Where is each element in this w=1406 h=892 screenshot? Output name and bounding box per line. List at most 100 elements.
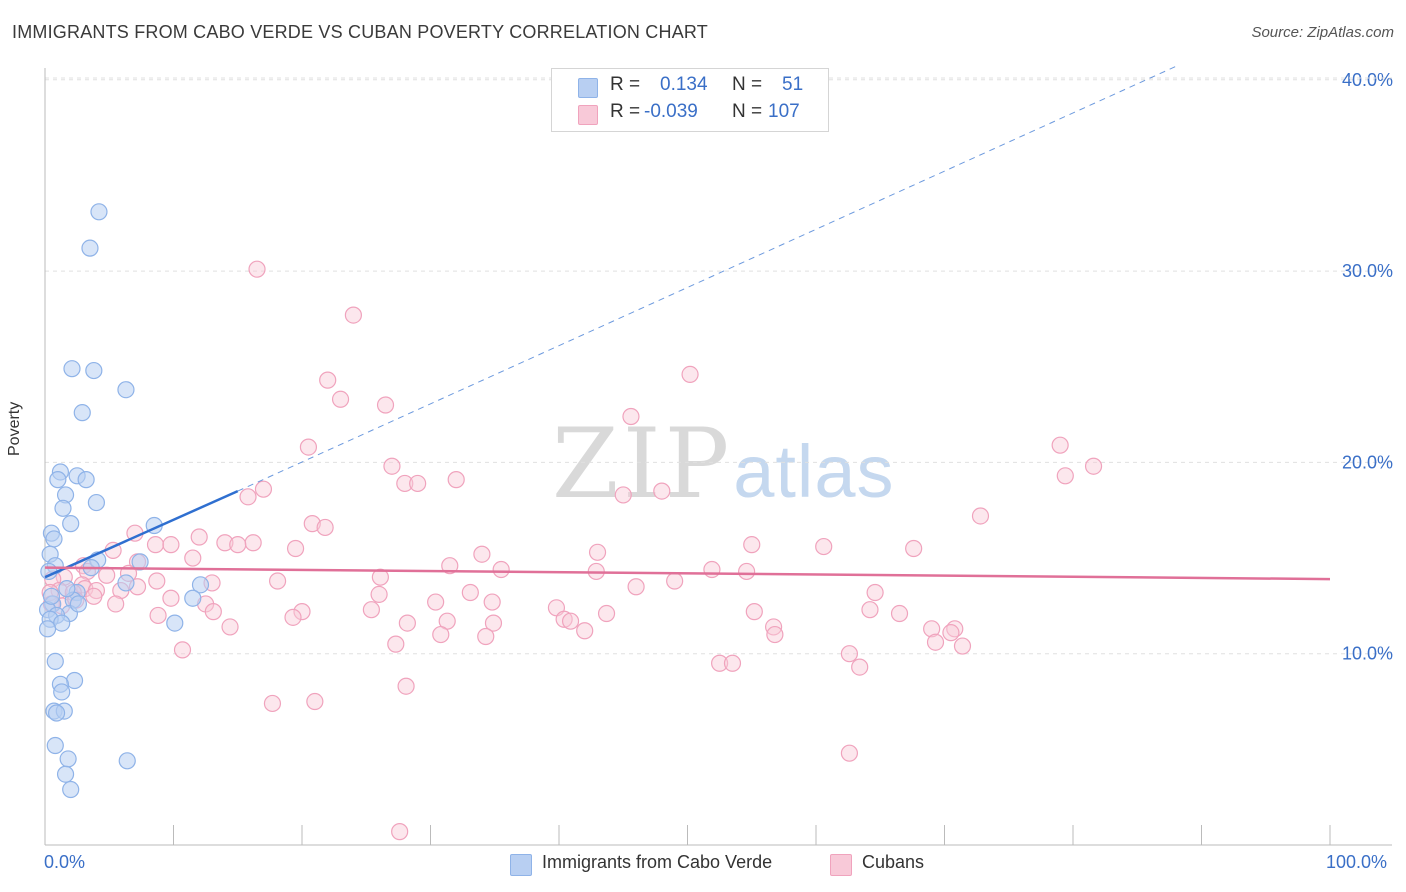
cubans-point	[229, 536, 247, 554]
cubans-point	[98, 566, 116, 584]
cubans-point	[840, 645, 859, 663]
cabo-verde-point	[166, 614, 184, 632]
cubans-point	[971, 507, 990, 525]
cabo-verde-point	[40, 562, 58, 581]
y-axis-label: Poverty	[6, 401, 23, 456]
x-tick-label-min: 0.0%	[44, 852, 86, 872]
cubans-point	[614, 486, 632, 504]
cubans-point	[248, 260, 266, 278]
cubans-point	[85, 587, 103, 605]
cubans-point	[1084, 457, 1103, 475]
legend-swatch-pink	[830, 854, 852, 876]
cabo-verde-point	[69, 595, 88, 613]
cubans-point	[743, 536, 761, 554]
stats-r-label: R =	[610, 101, 641, 122]
cabo-verde-point	[131, 553, 149, 571]
cubans-point	[254, 480, 273, 498]
cubans-point	[396, 474, 414, 493]
watermark: ZIPatlas	[552, 408, 895, 520]
cubans-point	[766, 625, 784, 644]
stats-r-value-pink: -0.039	[644, 101, 698, 122]
cubans-point	[316, 518, 334, 537]
cubans-point	[738, 562, 756, 581]
cubans-point	[588, 543, 607, 561]
cabo-verde-point	[77, 471, 95, 489]
cabo-verde-point	[59, 750, 77, 768]
cubans-point	[387, 635, 405, 653]
cubans-point	[561, 612, 580, 630]
cubans-point	[383, 457, 401, 475]
cubans-point	[149, 606, 167, 625]
cabo-verde-point	[184, 589, 202, 607]
cubans-point	[890, 604, 909, 623]
cubans-point	[461, 583, 479, 602]
cubans-point	[376, 396, 395, 414]
cubans-point	[293, 603, 311, 621]
cubans-point	[703, 560, 721, 579]
cabo-verde-point	[38, 620, 57, 638]
cabo-verde-point	[81, 239, 99, 257]
cubans-point	[840, 744, 859, 762]
y-tick-label: 30.0%	[1342, 261, 1393, 281]
cabo-verde-point	[85, 361, 103, 380]
cubans-point	[268, 572, 287, 590]
legend-label-pink: Cubans	[862, 852, 925, 872]
cabo-verde-point	[47, 704, 66, 722]
cubans-point	[815, 537, 833, 556]
cubans-point	[576, 622, 594, 640]
stats-box: R = 0.134 N = 51 R = -0.039 N = 107	[551, 68, 829, 132]
cabo-verde-point	[54, 499, 72, 517]
cubans-point	[204, 603, 222, 621]
cubans-point	[409, 474, 427, 493]
cubans-point	[398, 614, 416, 632]
cubans-point	[1056, 467, 1074, 485]
cabo-verde-point	[46, 736, 64, 755]
x-tick-label-max: 100.0%	[1326, 852, 1388, 872]
cubans-point	[866, 583, 884, 602]
cubans-point	[1051, 436, 1069, 454]
cubans-point	[851, 658, 869, 676]
cubans-point	[745, 603, 763, 621]
cubans-point	[107, 595, 125, 613]
cubans-point	[162, 589, 180, 607]
cubans-point	[483, 593, 501, 611]
stats-n-value-pink: 107	[768, 101, 800, 122]
cubans-point	[244, 534, 262, 552]
cubans-point	[653, 482, 671, 500]
cubans-point	[284, 608, 302, 626]
cubans-point	[432, 625, 450, 644]
stats-n-value-blue: 51	[782, 74, 804, 95]
cubans-point	[861, 601, 879, 619]
cubans-point	[344, 306, 362, 324]
watermark-atlas: atlas	[733, 430, 895, 513]
cubans-point	[286, 539, 305, 558]
cubans-point	[162, 536, 180, 554]
watermark-zip: ZIP	[552, 408, 734, 520]
legend-label-blue: Immigrants from Cabo Verde	[542, 852, 773, 872]
cabo-verde-point	[191, 576, 210, 594]
cubans-point	[473, 545, 491, 563]
cabo-verde-point	[45, 530, 63, 548]
stats-r-value-blue: 0.134	[660, 74, 708, 95]
cubans-point	[397, 677, 415, 695]
cabo-verde-point	[56, 765, 75, 783]
cubans-point	[447, 471, 465, 489]
cabo-verde-trend-line	[44, 489, 239, 579]
cubans-point	[216, 534, 234, 552]
stats-row-pink: R = -0.039 N = 107	[552, 101, 828, 127]
cabo-verde-point	[87, 493, 106, 512]
cubans-point	[681, 365, 699, 384]
cubans-point	[923, 620, 941, 638]
cubans-point	[555, 610, 573, 628]
y-tick-label: 40.0%	[1342, 70, 1393, 90]
cabo-verde-point	[65, 671, 84, 690]
cubans-point	[146, 536, 165, 554]
cabo-verde-point	[62, 780, 80, 799]
cubans-point	[221, 618, 239, 636]
cubans-point	[905, 539, 923, 558]
cabo-verde-point	[90, 203, 108, 221]
cabo-verde-point	[58, 580, 76, 598]
cubans-point	[597, 604, 616, 623]
cubans-point	[492, 560, 510, 579]
